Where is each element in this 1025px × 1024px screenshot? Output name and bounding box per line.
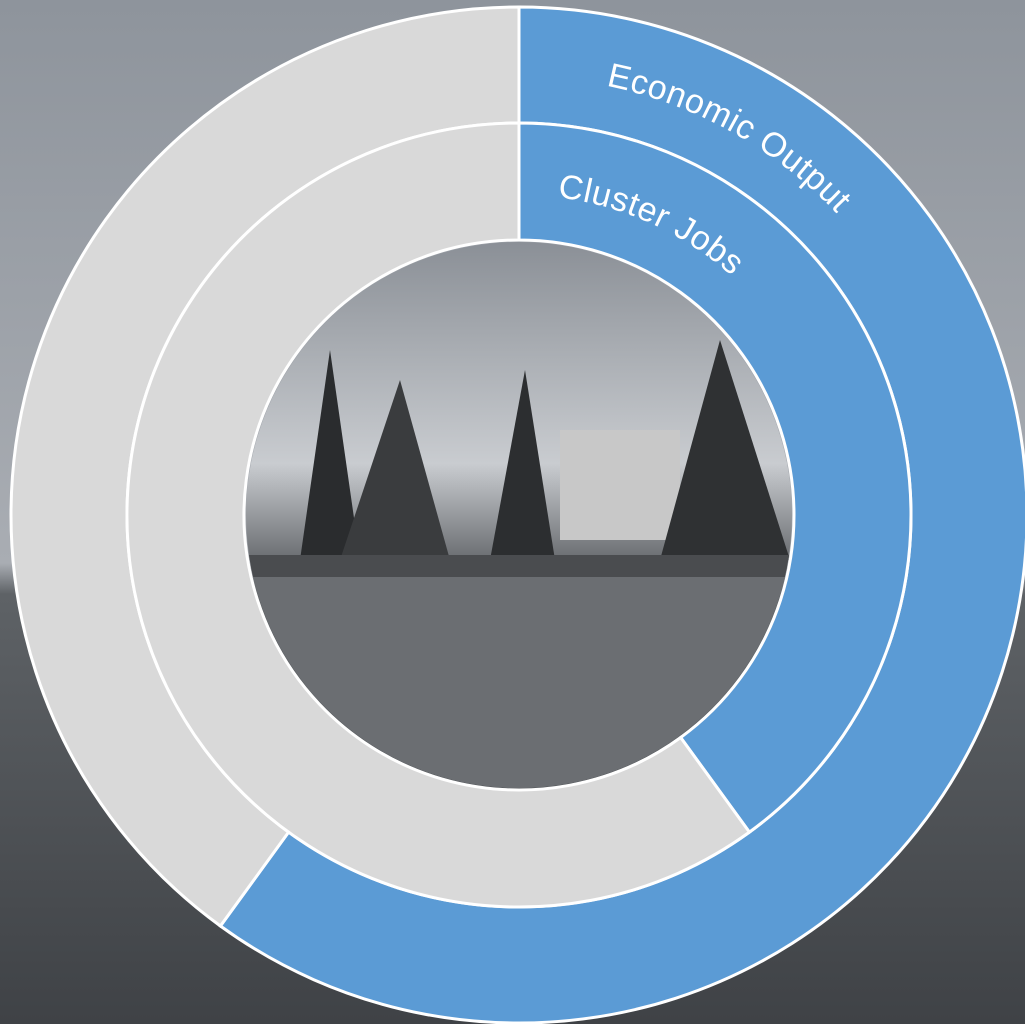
page: Economic OutputCluster Jobs (() => { con… [0,0,1025,1024]
chart: Economic OutputCluster Jobs [0,0,1025,1024]
